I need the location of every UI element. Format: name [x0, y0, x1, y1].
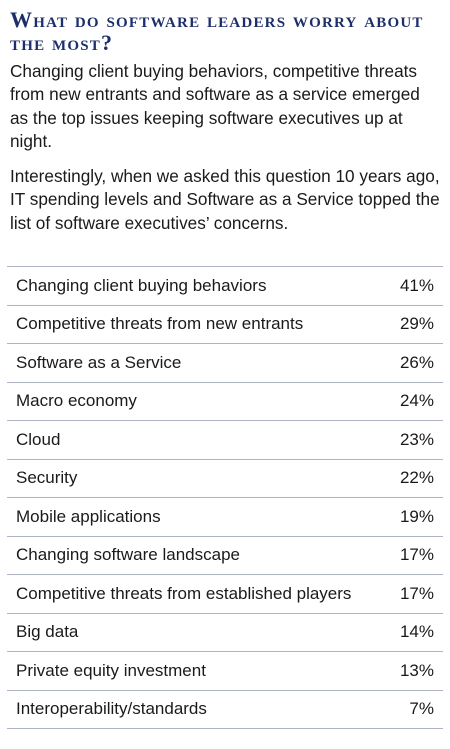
concern-percent: 13%: [399, 660, 434, 680]
table-row: Interoperability/standards 7%: [7, 691, 443, 729]
concern-percent: 22%: [399, 468, 434, 488]
concerns-table: Changing client buying behaviors 41% Compe…: [7, 266, 443, 729]
concern-percent: 24%: [399, 391, 434, 411]
table-row: Macro economy 24%: [7, 383, 443, 421]
concern-percent: 17%: [399, 545, 434, 565]
table-row: Competitive threats from established pla…: [7, 575, 443, 614]
table-row: Security 22%: [7, 460, 443, 498]
concern-label: Software as a Service: [16, 352, 182, 372]
table-row: Cloud 23%: [7, 421, 443, 460]
concern-percent: 29%: [399, 314, 434, 334]
concern-label: Interoperability/standards: [16, 699, 207, 719]
concern-label: Big data: [16, 622, 79, 642]
concern-label: Competitive threats from new entrants: [16, 314, 304, 334]
concern-percent: 19%: [399, 506, 434, 526]
concern-percent: 26%: [399, 352, 434, 372]
history-paragraph: Interestingly, when we asked this questi…: [10, 166, 440, 233]
concern-label: Changing software landscape: [16, 545, 240, 565]
concern-label: Private equity investment: [16, 660, 206, 680]
concern-percent: 41%: [399, 275, 434, 295]
concern-label: Macro economy: [16, 391, 137, 411]
table-row: Changing software landscape 17%: [7, 537, 443, 575]
page-title: What do software leaders worry about the…: [10, 7, 424, 55]
table-row: Big data 14%: [7, 614, 443, 652]
table-row: Private equity investment 13%: [7, 652, 443, 691]
concern-label: Competitive threats from established pla…: [16, 583, 352, 603]
table-row: Competitive threats from new entrants 29%: [7, 306, 443, 344]
table-row: Software as a Service 26%: [7, 344, 443, 383]
concern-label: Mobile applications: [16, 506, 161, 526]
concern-percent: 23%: [399, 429, 434, 449]
table-row: Mobile applications 19%: [7, 498, 443, 537]
concern-label: Changing client buying behaviors: [16, 275, 267, 295]
concern-label: Cloud: [16, 429, 61, 449]
concern-percent: 17%: [399, 583, 434, 603]
concern-percent: 14%: [399, 622, 434, 642]
table-row: Changing client buying behaviors 41%: [7, 267, 443, 306]
concern-percent: 7%: [409, 699, 434, 719]
concern-label: Security: [16, 468, 78, 488]
intro-paragraph: Changing client buying behaviors, compet…: [10, 61, 420, 151]
